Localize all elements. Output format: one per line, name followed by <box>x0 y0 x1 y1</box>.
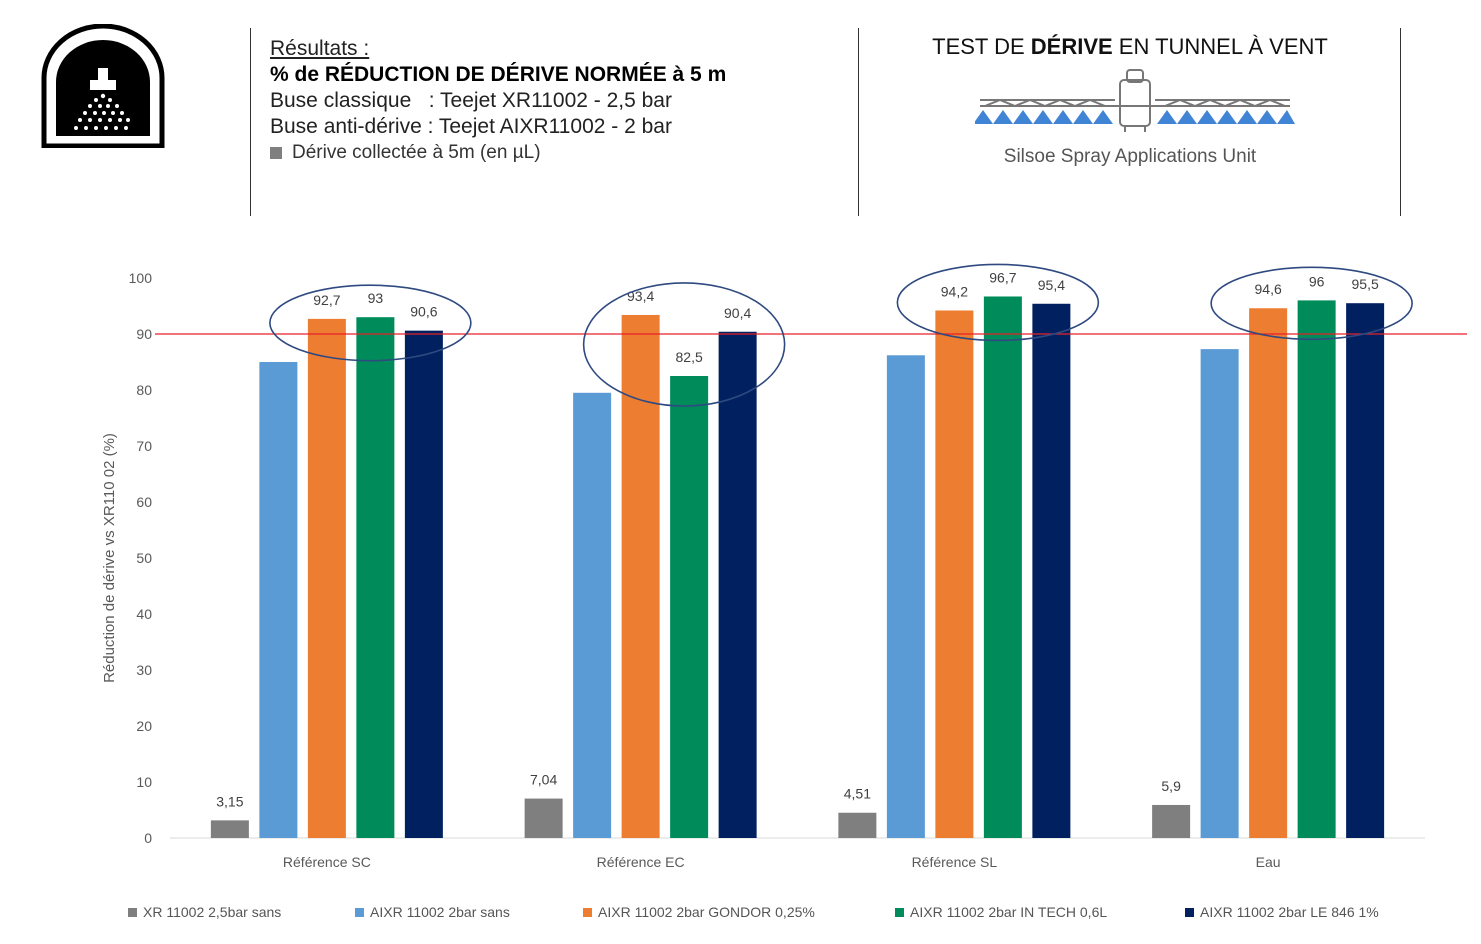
legend-label: AIXR 11002 2bar LE 846 1% <box>1200 904 1379 920</box>
bar <box>670 376 709 838</box>
divider-middle <box>858 28 859 216</box>
legend-item: AIXR 11002 2bar GONDOR 0,25% <box>583 904 815 920</box>
title-part1: TEST DE <box>932 34 1031 59</box>
chart-legend: XR 11002 2,5bar sans AIXR 11002 2bar sans… <box>0 900 1481 928</box>
y-tick-label: 100 <box>129 270 153 286</box>
y-tick-label: 30 <box>136 662 152 678</box>
x-tick-label: Référence SC <box>283 854 371 870</box>
highlight-ellipse <box>269 284 472 362</box>
y-tick-label: 90 <box>136 326 152 342</box>
y-tick-label: 40 <box>136 606 152 622</box>
y-tick-label: 60 <box>136 494 152 510</box>
main-heading: % de RÉDUCTION DE DÉRIVE NORMÉE à 5 m <box>270 63 727 86</box>
bar <box>838 812 877 838</box>
bar <box>404 330 443 838</box>
legend-swatch-icon <box>1185 907 1194 917</box>
legend-swatch-icon <box>895 907 904 917</box>
y-tick-label: 20 <box>136 718 152 734</box>
divider-right <box>1400 28 1401 216</box>
legend-swatch-icon <box>583 907 592 917</box>
bar <box>621 314 660 839</box>
title-part2: EN TUNNEL À VENT <box>1112 34 1328 59</box>
bar <box>1200 349 1239 838</box>
collected-drift-legend: Dérive collectée à 5m (en µL) <box>270 140 850 166</box>
grey-square-icon <box>270 147 282 159</box>
legend-label: AIXR 11002 2bar GONDOR 0,25% <box>598 904 815 920</box>
bar <box>1297 300 1336 838</box>
legend-item: AIXR 11002 2bar sans <box>355 904 510 920</box>
test-title: TEST DE DÉRIVE EN TUNNEL À VENT <box>880 34 1380 60</box>
legend-item: XR 11002 2,5bar sans <box>128 904 281 920</box>
legend-item: AIXR 11002 2bar IN TECH 0,6L <box>895 904 1107 920</box>
data-label: 96,7 <box>989 269 1016 285</box>
data-label: 4,51 <box>844 786 871 802</box>
data-label: 95,5 <box>1352 276 1379 292</box>
results-label: Résultats : <box>270 37 370 60</box>
legend-swatch-icon <box>128 907 137 917</box>
collected-drift-text: Dérive collectée à 5m (en µL) <box>292 142 541 163</box>
bar <box>1152 804 1191 838</box>
legend-swatch-icon <box>355 907 364 917</box>
highlight-ellipse <box>1210 266 1413 341</box>
data-label: 5,9 <box>1161 778 1181 794</box>
y-tick-label: 50 <box>136 550 152 566</box>
bar <box>210 820 249 838</box>
data-label: 82,5 <box>676 349 703 365</box>
highlight-ellipse <box>582 282 786 407</box>
data-label: 93 <box>368 290 384 306</box>
silsoe-subtitle: Silsoe Spray Applications Unit <box>1003 146 1257 167</box>
results-header: Résultats : % de RÉDUCTION DE DÉRIVE NOR… <box>270 36 850 166</box>
data-label: 90,6 <box>410 304 437 320</box>
sprayer-boom-icon <box>975 69 1295 132</box>
y-tick-label: 0 <box>144 830 152 846</box>
bar <box>1032 303 1071 838</box>
bar <box>356 317 395 838</box>
bar <box>573 392 612 838</box>
y-tick-label: 70 <box>136 438 152 454</box>
x-tick-label: Référence EC <box>597 854 685 870</box>
divider-left <box>250 28 251 216</box>
x-tick-label: Eau <box>1256 854 1281 870</box>
data-label: 92,7 <box>313 292 340 308</box>
data-label: 95,4 <box>1038 277 1065 293</box>
y-tick-label: 10 <box>136 774 152 790</box>
bar <box>1346 303 1385 838</box>
data-label: 94,2 <box>941 283 968 299</box>
bar <box>983 296 1022 839</box>
wind-tunnel-logo <box>41 24 165 148</box>
drift-reduction-bar-chart: 0 10 20 30 40 50 60 70 80 90 100 Réduction de dériv… <box>101 263 1467 870</box>
bar <box>307 318 346 838</box>
data-label: 7,04 <box>530 772 557 788</box>
highlight-ellipse <box>896 263 1100 342</box>
legend-item: AIXR 11002 2bar LE 846 1% <box>1185 904 1379 920</box>
data-label: 96 <box>1309 273 1325 289</box>
bar <box>259 362 298 838</box>
bar <box>935 310 974 839</box>
data-label: 3,15 <box>216 793 243 809</box>
y-axis-label: Réduction de dérive vs XR110 02 (%) <box>101 433 118 683</box>
bar <box>886 355 925 838</box>
title-bold: DÉRIVE <box>1030 34 1113 59</box>
legend-label: AIXR 11002 2bar IN TECH 0,6L <box>910 904 1108 920</box>
bar <box>524 798 563 838</box>
bar <box>1249 308 1288 838</box>
x-tick-label: Référence SL <box>912 854 998 870</box>
classic-nozzle-text: Buse classique : Teejet XR11002 - 2,5 ba… <box>270 89 672 112</box>
data-label: 90,4 <box>724 305 751 321</box>
data-label: 94,6 <box>1255 281 1282 297</box>
anti-drift-nozzle-text: Buse anti-dérive : Teejet AIXR11002 - 2 … <box>270 115 672 138</box>
y-tick-label: 80 <box>136 382 152 398</box>
bar <box>718 331 757 838</box>
data-label: 93,4 <box>627 288 654 304</box>
legend-label: AIXR 11002 2bar sans <box>370 904 510 920</box>
legend-label: XR 11002 2,5bar sans <box>143 904 282 920</box>
